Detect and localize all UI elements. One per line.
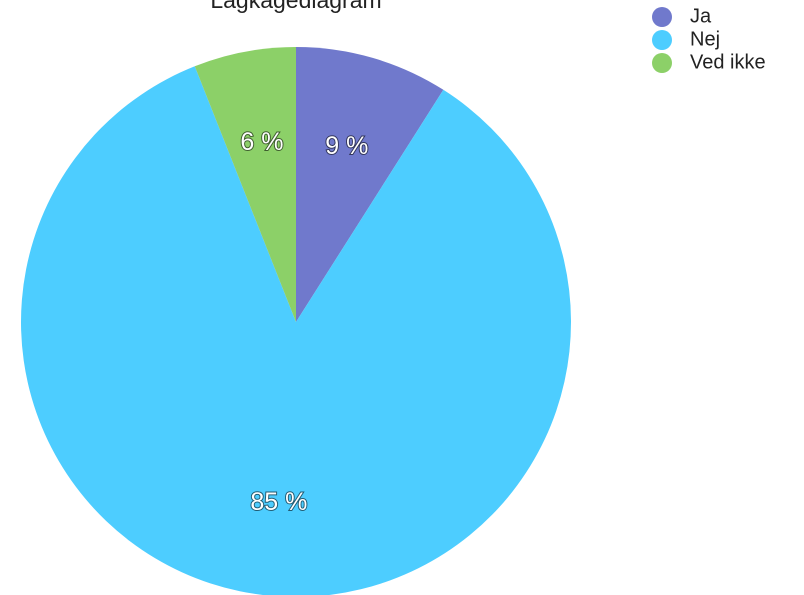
legend-swatch: [652, 30, 672, 50]
pie-slice: [194, 47, 296, 322]
chart-title: Lagkagediagram: [210, 0, 381, 13]
pie-slice: [296, 47, 444, 322]
legend-label: Ja: [690, 5, 712, 27]
legend-swatch: [652, 7, 672, 27]
pie-slice: [21, 66, 571, 595]
legend-label: Nej: [690, 28, 720, 50]
slice-label: 6 %: [240, 128, 283, 156]
legend-swatch: [652, 53, 672, 73]
slice-label: 9 %: [325, 132, 368, 160]
legend-label: Ved ikke: [690, 51, 766, 73]
slice-label: 85 %: [250, 488, 307, 516]
